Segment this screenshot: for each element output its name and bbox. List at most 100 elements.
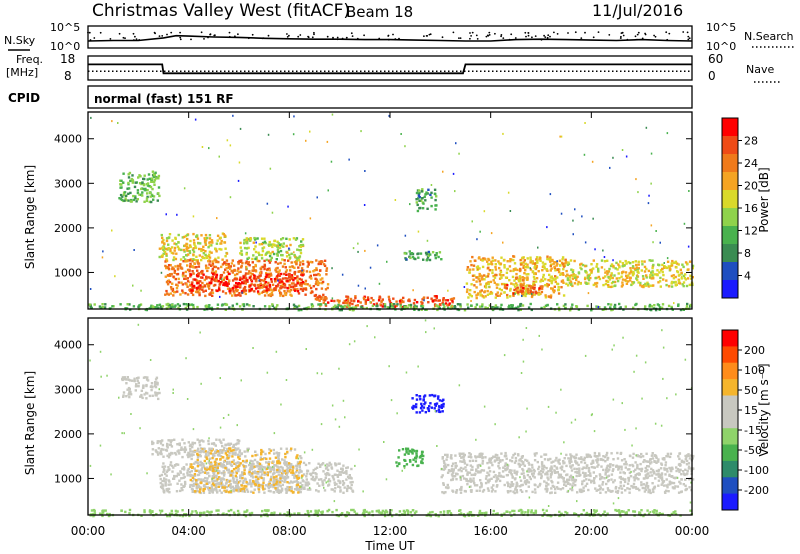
range-time-cell (273, 244, 277, 247)
range-time-cell (523, 259, 526, 262)
range-time-cell (311, 290, 314, 294)
range-time-cell (217, 485, 220, 488)
range-time-cell (314, 477, 317, 481)
range-time-cell (215, 250, 218, 253)
range-time-cell (408, 250, 411, 253)
range-time-cell (216, 450, 220, 453)
range-time-cell (589, 276, 592, 280)
range-time-cell (158, 255, 161, 259)
range-time-cell (640, 467, 644, 471)
range-time-cell (313, 273, 316, 277)
range-time-cell (205, 479, 209, 483)
range-time-cell (426, 239, 429, 242)
range-time-cell (442, 491, 446, 495)
range-time-cell (170, 287, 173, 291)
range-time-cell (435, 253, 438, 257)
noise-search-point (475, 34, 478, 37)
range-time-cell (224, 255, 227, 258)
range-time-cell (128, 303, 131, 306)
range-time-cell (216, 466, 219, 469)
range-time-cell (319, 297, 323, 300)
range-time-cell (306, 484, 309, 487)
range-time-cell (263, 237, 266, 240)
range-time-cell (651, 482, 654, 485)
range-time-cell (599, 477, 602, 481)
range-time-cell (196, 454, 200, 457)
range-time-cell (548, 258, 551, 262)
range-time-cell (135, 200, 138, 203)
range-time-cell (488, 304, 492, 307)
range-time-cell (272, 476, 276, 479)
range-time-cell (207, 276, 210, 279)
range-time-cell (619, 471, 622, 474)
range-time-cell (574, 276, 577, 279)
range-time-cell (647, 202, 650, 205)
range-time-cell (189, 239, 192, 243)
range-time-cell (674, 275, 677, 279)
range-time-cell (681, 263, 684, 266)
range-time-cell (408, 459, 412, 462)
range-time-cell (237, 456, 240, 459)
range-time-cell (340, 305, 343, 308)
range-time-cell (250, 278, 253, 281)
range-time-cell (202, 440, 205, 443)
colorbar-swatch (722, 136, 738, 155)
range-time-cell (688, 190, 690, 192)
colorbar-swatch (722, 154, 738, 173)
range-time-cell (219, 458, 222, 461)
range-time-cell (541, 265, 545, 269)
range-time-cell (215, 273, 219, 277)
range-time-cell (415, 198, 418, 201)
range-time-cell (203, 480, 207, 483)
range-time-cell (170, 439, 174, 442)
range-time-cell (541, 279, 545, 282)
range-time-cell (484, 477, 488, 480)
range-time-cell (484, 286, 488, 289)
range-time-cell (300, 308, 303, 312)
range-time-cell (309, 286, 313, 290)
range-time-cell (258, 279, 260, 282)
range-time-cell (269, 478, 272, 481)
range-time-cell (549, 469, 552, 472)
range-time-cell (621, 265, 624, 268)
range-time-cell (207, 266, 210, 270)
range-time-cell (175, 252, 178, 255)
range-time-cell (199, 481, 202, 484)
range-time-cell (610, 272, 613, 275)
range-time-cell (625, 155, 628, 158)
range-time-cell (267, 251, 270, 254)
range-time-cell (549, 260, 552, 263)
range-time-cell (284, 286, 287, 289)
range-time-cell (360, 305, 363, 309)
noise-search-point (313, 31, 315, 34)
range-time-cell (192, 232, 195, 236)
range-time-cell (162, 238, 165, 242)
range-time-cell (196, 438, 199, 441)
range-time-cell (237, 271, 240, 274)
range-time-cell (359, 301, 362, 304)
range-time-cell (566, 284, 570, 287)
range-time-cell (174, 464, 177, 467)
range-time-cell (554, 277, 557, 281)
noise-search-point (299, 34, 302, 36)
range-time-cell (468, 455, 471, 458)
range-time-cell (560, 286, 563, 289)
range-time-cell (290, 471, 293, 474)
range-time-cell (446, 306, 450, 309)
range-time-cell (231, 288, 234, 291)
range-time-cell (156, 304, 159, 307)
range-time-cell (296, 477, 299, 480)
range-time-cell (422, 395, 426, 398)
range-time-cell (182, 468, 186, 471)
range-time-cell (302, 269, 305, 272)
range-time-cell (533, 262, 536, 265)
range-time-cell (677, 304, 680, 307)
range-time-cell (263, 264, 266, 267)
range-time-cell (298, 468, 302, 471)
noise-search-point (525, 35, 527, 38)
range-time-cell (215, 489, 218, 492)
range-time-cell (421, 188, 424, 191)
range-time-cell (276, 285, 279, 288)
range-time-cell (549, 491, 552, 495)
range-time-cell (204, 289, 207, 292)
